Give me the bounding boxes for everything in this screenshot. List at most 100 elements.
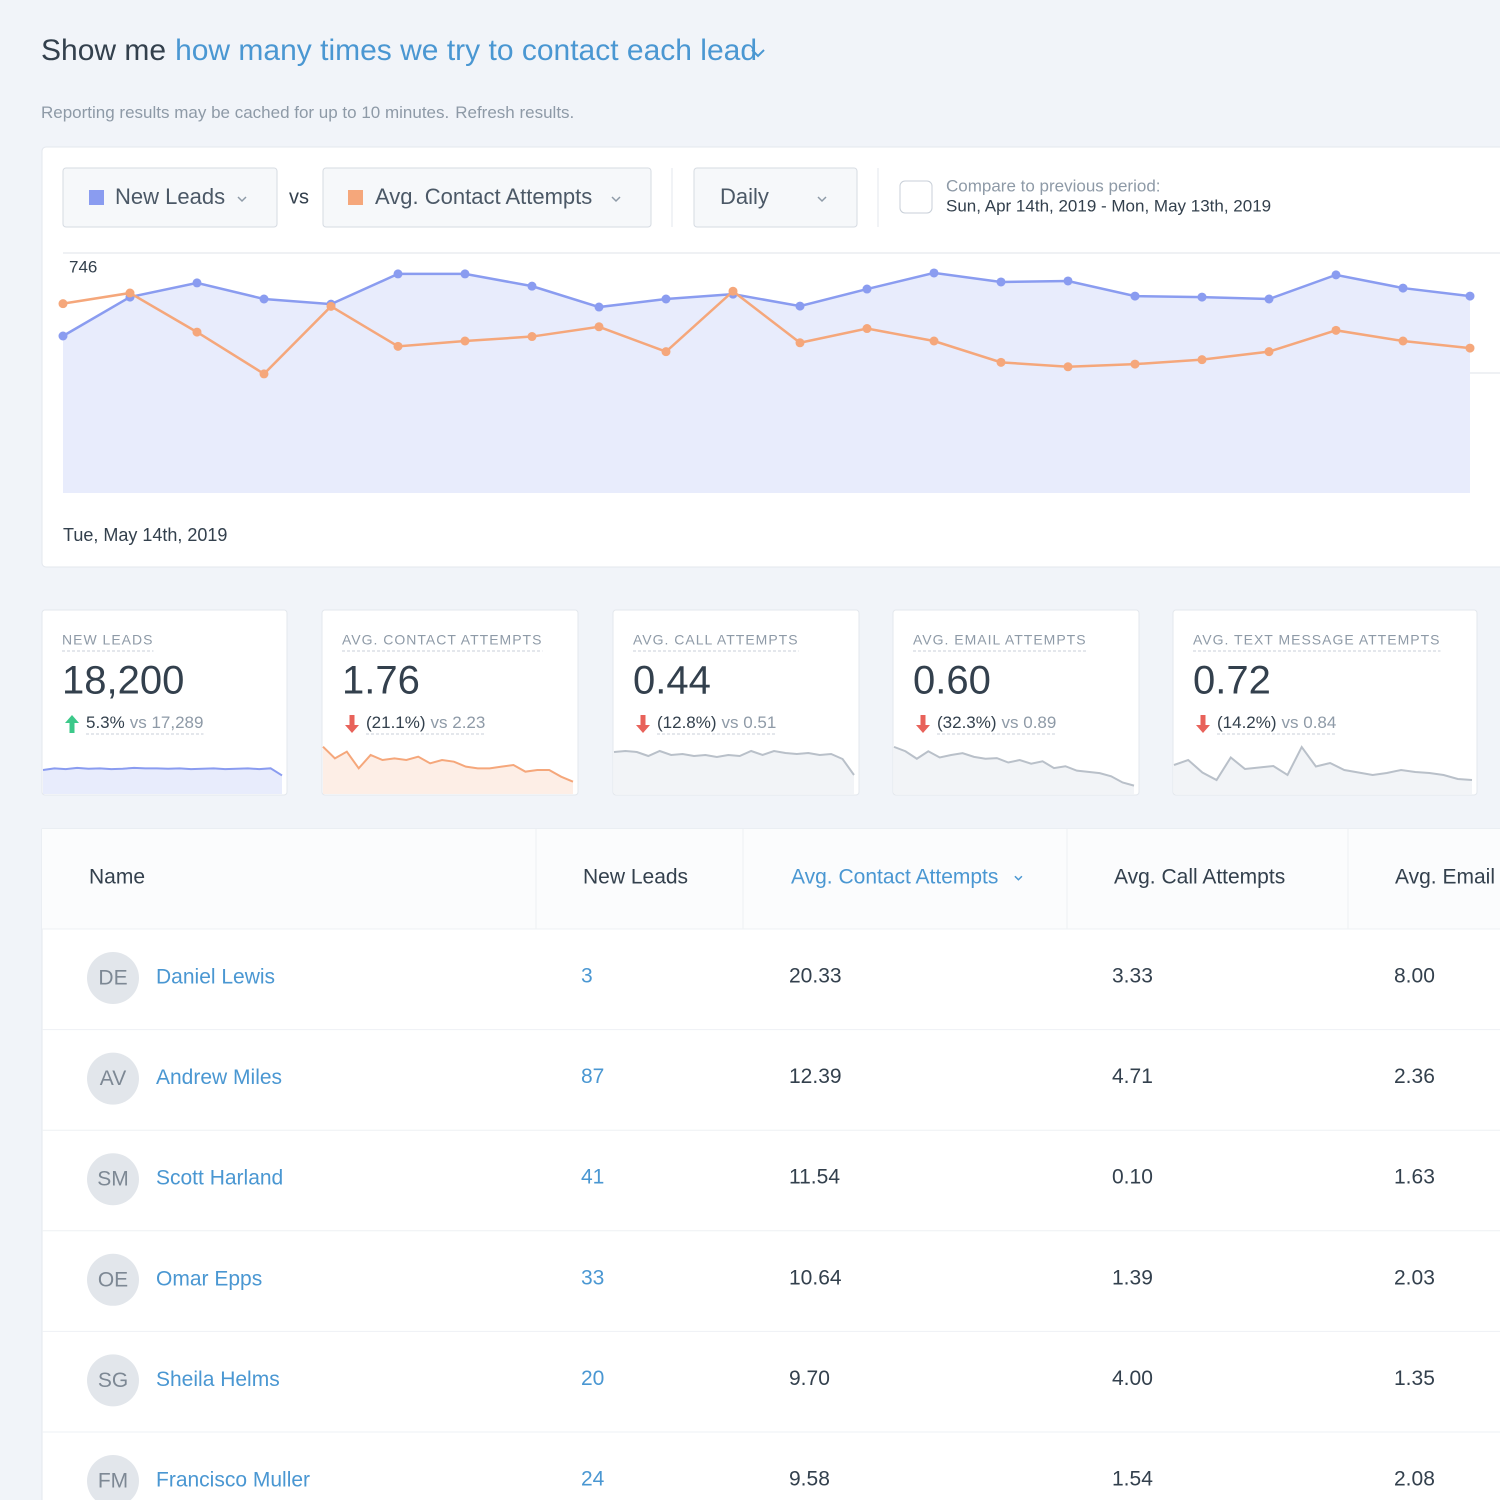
point (661, 347, 671, 357)
kpi-value: 1.76 (342, 659, 420, 703)
change-value: (14.2%) (1217, 713, 1277, 732)
point (326, 301, 336, 311)
lead-name[interactable]: Daniel Lewis (156, 966, 275, 989)
column-header[interactable]: Avg. Call Attempts (1114, 866, 1285, 889)
new-leads-link[interactable]: 3 (581, 965, 593, 988)
new-leads-link[interactable]: 87 (581, 1065, 604, 1088)
title-prefix: Show me (41, 34, 166, 67)
sparkline (613, 749, 855, 776)
kpi-card[interactable] (612, 609, 860, 796)
point (192, 327, 202, 337)
compare-label: Compare to previous period: (946, 176, 1161, 195)
chevron (611, 196, 621, 203)
trend-arrow (65, 715, 79, 733)
new-leads-link[interactable]: 24 (581, 1468, 605, 1491)
trend-arrow (345, 715, 359, 733)
compare-value: vs 17,289 (130, 713, 204, 732)
point (393, 269, 403, 279)
point (1331, 325, 1341, 335)
cell-value: 0.10 (1112, 1166, 1153, 1189)
change-value: (21.1%) (366, 713, 426, 732)
interval-dropdown[interactable] (693, 167, 858, 228)
kpi-card[interactable] (1172, 609, 1478, 796)
refresh-link[interactable]: Refresh results. (455, 103, 574, 122)
kpi-value: 0.44 (633, 659, 711, 703)
cell-value: 1.63 (1394, 1166, 1435, 1189)
trend-arrow (916, 715, 930, 733)
metric-dropdown[interactable] (62, 167, 278, 228)
change-value: (12.8%) (657, 713, 717, 732)
point (1465, 291, 1475, 301)
kpi-card[interactable] (892, 609, 1140, 796)
new-leads-link[interactable]: 33 (581, 1266, 604, 1289)
cell-value: 2.36 (1394, 1065, 1435, 1088)
vs-label: vs (289, 186, 309, 208)
column-header[interactable]: New Leads (583, 866, 688, 889)
cell-value: 11.54 (789, 1166, 840, 1189)
compare-checkbox[interactable] (899, 180, 933, 214)
cell-value: 8.00 (1394, 965, 1435, 988)
point (460, 269, 470, 279)
column-header[interactable]: Name (89, 866, 145, 889)
area (63, 272, 1470, 493)
cell-value: 1.35 (1394, 1367, 1435, 1390)
cell-value: 9.58 (789, 1468, 830, 1491)
metric-label: New Leads (115, 184, 225, 209)
point (125, 288, 135, 298)
cell-value: 4.71 (1112, 1065, 1153, 1088)
point (661, 294, 671, 304)
point (460, 336, 470, 346)
trend-arrow (636, 715, 650, 733)
kpi-label: AVG. EMAIL ATTEMPTS (913, 632, 1087, 648)
kpi-label: AVG. CALL ATTEMPTS (633, 632, 799, 648)
lead-name[interactable]: Francisco Muller (156, 1469, 310, 1492)
new-leads-link[interactable]: 20 (581, 1367, 604, 1390)
compare-value: vs 0.84 (1282, 713, 1337, 732)
sparkline-area (43, 767, 282, 794)
metric-label: Avg. Contact Attempts (375, 184, 592, 209)
compare-value: vs 0.51 (722, 713, 777, 732)
cell-value: 2.08 (1394, 1468, 1435, 1491)
cell-value: 10.64 (789, 1266, 842, 1289)
kpi-change: (32.3%) vs 0.89 (937, 713, 1056, 732)
point (929, 336, 939, 346)
table-header-bg (42, 829, 1500, 929)
metric-swatch (348, 190, 363, 205)
metric-swatch (89, 190, 104, 205)
kpi-value: 0.60 (913, 659, 991, 703)
sparkline (893, 745, 1135, 787)
point (1398, 336, 1408, 346)
kpi-card[interactable] (41, 609, 288, 796)
metric-dropdown[interactable] (322, 167, 652, 228)
kpi-card[interactable] (321, 609, 579, 796)
avatar-initials: SG (98, 1369, 128, 1392)
kpi-change: (21.1%) vs 2.23 (366, 713, 485, 732)
point (795, 301, 805, 311)
cell-value: 2.03 (1394, 1266, 1435, 1289)
avatar-initials: DE (98, 967, 127, 990)
report-query[interactable]: how many times we try to contact each le… (175, 34, 757, 67)
column-header[interactable]: Avg. Email (1395, 866, 1495, 889)
cell-value: 3.33 (1112, 965, 1153, 988)
lead-name[interactable]: Scott Harland (156, 1167, 283, 1190)
point (1130, 359, 1140, 369)
compare-range: Sun, Apr 14th, 2019 - Mon, May 13th, 201… (946, 196, 1271, 215)
lead-name[interactable]: Andrew Miles (156, 1066, 282, 1089)
avatar (87, 1052, 139, 1105)
lead-name[interactable]: Omar Epps (156, 1267, 262, 1290)
column-header[interactable]: Avg. Contact Attempts (791, 866, 998, 889)
avatar (87, 1253, 139, 1306)
cache-notice: Reporting results may be cached for up t… (41, 103, 574, 122)
kpi-label: AVG. CONTACT ATTEMPTS (342, 632, 542, 648)
lead-name[interactable]: Sheila Helms (156, 1368, 280, 1391)
interval-label: Daily (720, 184, 769, 209)
cell-value: 4.00 (1112, 1367, 1153, 1390)
change-value: 5.3% (86, 713, 125, 732)
point (527, 281, 537, 291)
point (259, 294, 269, 304)
x-tick-label: Tue, May 14th, 2019 (63, 525, 227, 545)
kpi-change: (14.2%) vs 0.84 (1217, 713, 1336, 732)
avatar (87, 1455, 139, 1500)
new-leads-link[interactable]: 41 (581, 1166, 604, 1189)
kpi-value: 18,200 (62, 659, 184, 703)
